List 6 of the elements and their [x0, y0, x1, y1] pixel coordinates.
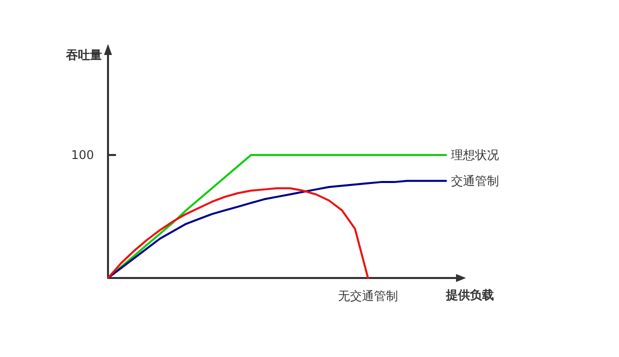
series-label: 交通管制 — [451, 174, 499, 188]
annotation-tick: 100 — [71, 148, 116, 162]
text: 吞吐量 — [65, 48, 102, 62]
series-label: 理想状况 — [451, 148, 499, 162]
series-label: 无交通管制 — [338, 289, 398, 303]
x-axis-title: 提供负载 — [445, 288, 494, 302]
